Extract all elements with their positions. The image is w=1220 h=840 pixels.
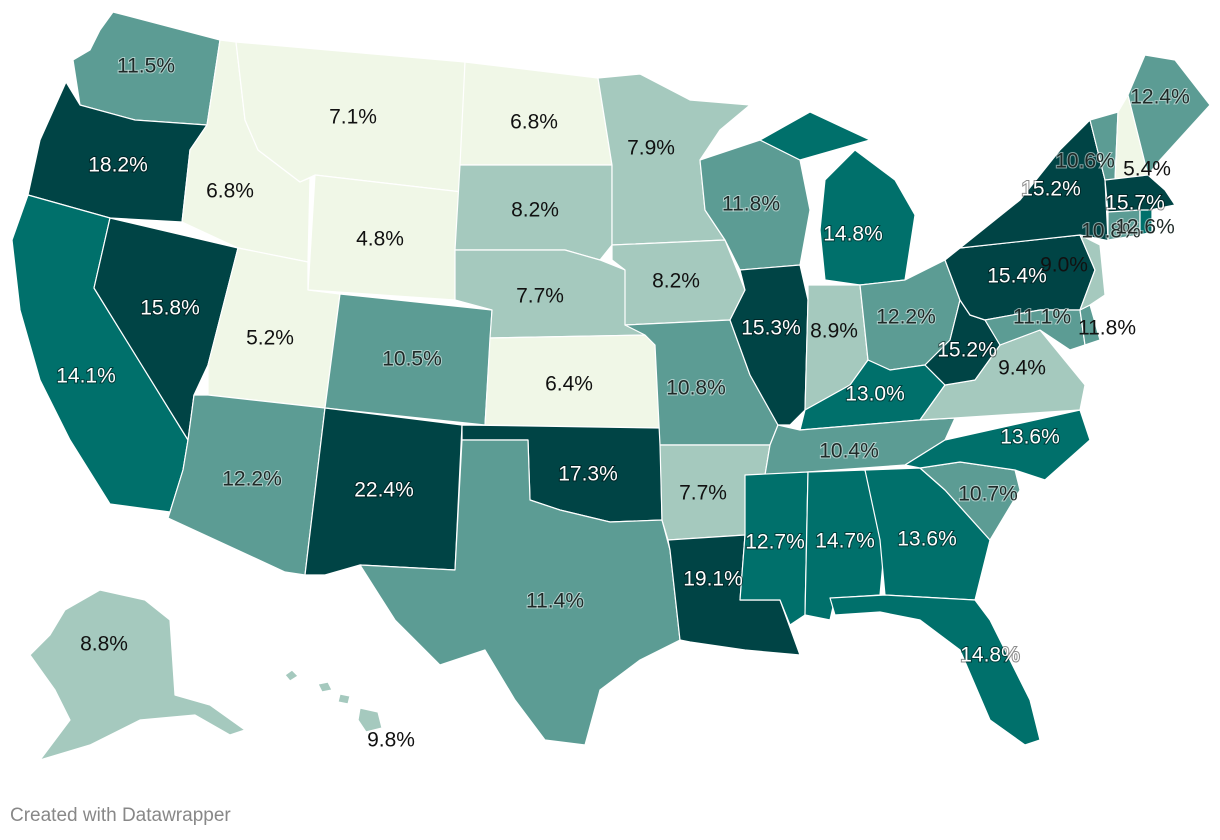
label-NV: 15.8%	[140, 297, 200, 320]
state-RI[interactable]	[1139, 209, 1153, 236]
state-TX[interactable]	[359, 439, 681, 746]
label-CA: 14.1%	[56, 365, 116, 388]
label-IN: 8.9%	[810, 320, 858, 343]
label-TN: 10.4%	[819, 440, 879, 463]
state-FL[interactable]	[829, 594, 1041, 746]
label-NC: 13.6%	[1000, 426, 1060, 449]
label-MA: 15.7%	[1105, 192, 1165, 215]
label-ME: 12.4%	[1130, 86, 1190, 109]
choropleth-map: 11.5% 18.2% 14.1% 15.8% 6.8% 7.1% 4.8% 5…	[11, 11, 1211, 761]
label-MN: 7.9%	[627, 137, 675, 160]
label-AL: 14.7%	[815, 530, 875, 553]
label-KS: 6.4%	[545, 373, 593, 396]
state-AK[interactable]	[29, 589, 246, 761]
label-CO: 10.5%	[382, 348, 442, 371]
label-MI: 14.8%	[823, 223, 883, 246]
label-ND: 6.8%	[510, 111, 558, 134]
state-ME[interactable]	[1127, 54, 1211, 176]
label-NJ: 9.0%	[1040, 254, 1088, 277]
label-SD: 8.2%	[511, 199, 559, 222]
label-VT: 10.6%	[1055, 150, 1115, 173]
label-WV: 15.2%	[937, 339, 997, 362]
datawrapper-credit[interactable]: Created with Datawrapper	[10, 805, 231, 826]
label-MO: 10.8%	[666, 377, 726, 400]
label-NH: 5.4%	[1123, 158, 1171, 181]
label-AR: 7.7%	[679, 482, 727, 505]
label-KY: 13.0%	[845, 383, 905, 406]
label-GA: 13.6%	[897, 528, 957, 551]
label-WA: 11.5%	[117, 55, 175, 78]
label-FL: 14.8%	[960, 644, 1020, 667]
label-NM: 22.4%	[354, 479, 414, 502]
state-NC[interactable]	[904, 409, 1091, 481]
label-NE: 7.7%	[516, 285, 564, 308]
label-WY: 4.8%	[356, 228, 404, 251]
label-DE: 11.8%	[1078, 317, 1136, 340]
label-IA: 8.2%	[652, 270, 700, 293]
label-RI: 12.6%	[1115, 216, 1175, 239]
label-MD: 11.1%	[1013, 306, 1071, 329]
label-UT: 5.2%	[246, 327, 294, 350]
state-HI[interactable]	[284, 669, 383, 733]
label-MS: 12.7%	[745, 531, 805, 554]
state-NJ[interactable]	[1079, 234, 1106, 311]
label-ID: 6.8%	[206, 180, 254, 203]
state-labels: 11.5% 18.2% 14.1% 15.8% 6.8% 7.1% 4.8% 5…	[55, 54, 1191, 752]
label-AK: 8.8%	[80, 633, 128, 656]
state-MD[interactable]	[984, 309, 1086, 351]
label-OH: 12.2%	[876, 306, 936, 329]
label-WI: 11.8%	[722, 193, 780, 216]
label-CT: 10.8%	[1081, 220, 1141, 243]
label-MT: 7.1%	[329, 106, 377, 129]
label-LA: 19.1%	[683, 568, 743, 591]
label-TX: 11.4%	[526, 590, 584, 613]
us-states-map-svg: 11.5% 18.2% 14.1% 15.8% 6.8% 7.1% 4.8% 5…	[11, 11, 1211, 761]
label-AZ: 12.2%	[222, 468, 282, 491]
state-IL[interactable]	[729, 264, 809, 426]
label-SC: 10.7%	[958, 483, 1018, 506]
label-IL: 15.3%	[741, 317, 801, 340]
label-NY: 15.2%	[1021, 178, 1081, 201]
label-HI: 9.8%	[367, 729, 415, 752]
label-PA: 15.4%	[987, 265, 1047, 288]
label-OK: 17.3%	[558, 463, 618, 486]
label-VA: 9.4%	[998, 357, 1046, 380]
label-OR: 18.2%	[88, 154, 148, 177]
